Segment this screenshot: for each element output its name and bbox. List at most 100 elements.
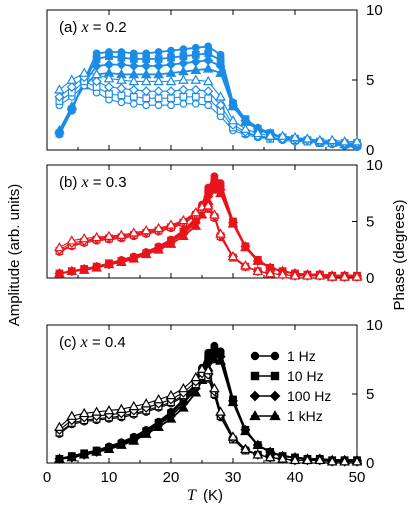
legend-item: 10 Hz	[250, 368, 324, 384]
amplitude-point	[153, 421, 164, 431]
phase-point	[116, 74, 127, 84]
panel-label-prefix: (c)	[59, 334, 81, 351]
amplitude-point	[140, 248, 152, 259]
amplitude-point	[190, 220, 202, 230]
legend-item: 1 Hz	[250, 348, 316, 364]
phase-point	[202, 200, 214, 210]
legend-marker	[270, 371, 280, 381]
phase-series-1khz	[54, 200, 363, 281]
amplitude-point	[178, 58, 189, 69]
amplitude-point	[178, 230, 189, 241]
x-axis-label-symbol: T	[187, 487, 197, 504]
amplitude-point	[240, 241, 251, 252]
amplitude-point	[128, 253, 140, 263]
phase-point	[167, 101, 175, 110]
x-axis-label-unit: (K)	[203, 487, 223, 504]
phase-line	[59, 208, 357, 278]
phase-point	[215, 228, 226, 238]
phase-point	[277, 269, 288, 279]
phase-point	[103, 230, 115, 241]
phase-point	[227, 115, 239, 125]
x-tick-label: 10	[101, 469, 118, 486]
phase-point	[351, 271, 363, 281]
phase-point	[215, 100, 226, 111]
phase-point	[339, 271, 350, 281]
legend-label: 10 Hz	[287, 368, 324, 384]
phase-point	[153, 86, 164, 97]
panel-label-variable: x	[81, 174, 89, 191]
phase-series-1khz	[54, 67, 363, 146]
legend-label: 100 Hz	[287, 388, 331, 404]
x-tick-label: 40	[287, 469, 304, 486]
phase-point	[140, 75, 152, 86]
amplitude-point	[128, 61, 139, 71]
phase-point	[190, 74, 202, 84]
phase-point	[302, 270, 313, 280]
legend-label: 1 kHz	[287, 408, 323, 424]
y-tick-label: 5	[366, 386, 374, 403]
amplitude-point	[103, 258, 115, 269]
phase-point	[252, 127, 264, 138]
y-tick-label: 10	[366, 2, 383, 19]
amplitude-point	[153, 244, 164, 254]
phase-point	[302, 133, 313, 143]
amplitude-point	[153, 61, 164, 71]
y-axis-label-right: Phase (degrees)	[391, 200, 408, 311]
amplitude-point	[204, 42, 213, 51]
legend-item: 1 kHz	[249, 408, 323, 424]
amplitude-point	[54, 124, 65, 135]
phase-series-1hz	[55, 205, 361, 281]
phase-point	[178, 84, 189, 95]
amplitude-point	[178, 402, 189, 412]
amplitude-point	[165, 238, 177, 248]
phase-point	[196, 363, 208, 373]
amplitude-point	[78, 449, 90, 459]
x-axis-label: T (K)	[187, 487, 223, 504]
phase-point	[129, 99, 138, 108]
phase-point	[154, 101, 163, 110]
phase-point	[116, 83, 127, 94]
phase-point	[104, 82, 114, 92]
amplitude-point	[66, 265, 78, 276]
phase-point	[78, 67, 90, 77]
phase-point	[202, 365, 214, 375]
phase-point	[227, 251, 239, 261]
phase-point	[54, 91, 65, 102]
phase-point	[326, 456, 338, 466]
phase-point	[91, 231, 102, 242]
panel-b: 0 5 10 (b) x = 0.3	[46, 157, 383, 287]
phase-point	[179, 99, 188, 108]
phase-point	[289, 131, 301, 142]
phase-point	[302, 454, 313, 465]
phase-point	[190, 206, 202, 217]
phase-point	[66, 235, 78, 245]
phase-point	[117, 98, 126, 107]
phase-point	[78, 407, 90, 418]
legend-marker	[249, 410, 261, 421]
y-tick-label: 0	[366, 455, 374, 472]
phase-point	[204, 101, 213, 110]
amplitude-point	[252, 255, 264, 265]
legend: 1 Hz 10 Hz 100 Hz 1 kHz	[249, 348, 331, 424]
amplitude-point	[252, 439, 264, 449]
phase-point	[128, 84, 139, 95]
phase-point	[326, 134, 338, 145]
phase-point	[128, 400, 140, 411]
phase-point	[141, 86, 152, 97]
x-tick-label: 20	[163, 469, 180, 486]
amplitude-point	[66, 451, 78, 462]
phase-point	[178, 382, 189, 393]
phase-point	[314, 134, 326, 145]
legend-marker	[250, 351, 260, 361]
phase-point	[116, 403, 127, 413]
y-tick-label: 0	[366, 270, 374, 287]
panel-label-value: = 0.2	[89, 19, 127, 36]
legend-marker	[270, 351, 280, 361]
phase-point	[142, 101, 151, 110]
phase-point	[116, 229, 127, 239]
amplitude-point	[227, 101, 239, 111]
phase-point	[78, 232, 90, 243]
phase-point	[326, 271, 338, 281]
